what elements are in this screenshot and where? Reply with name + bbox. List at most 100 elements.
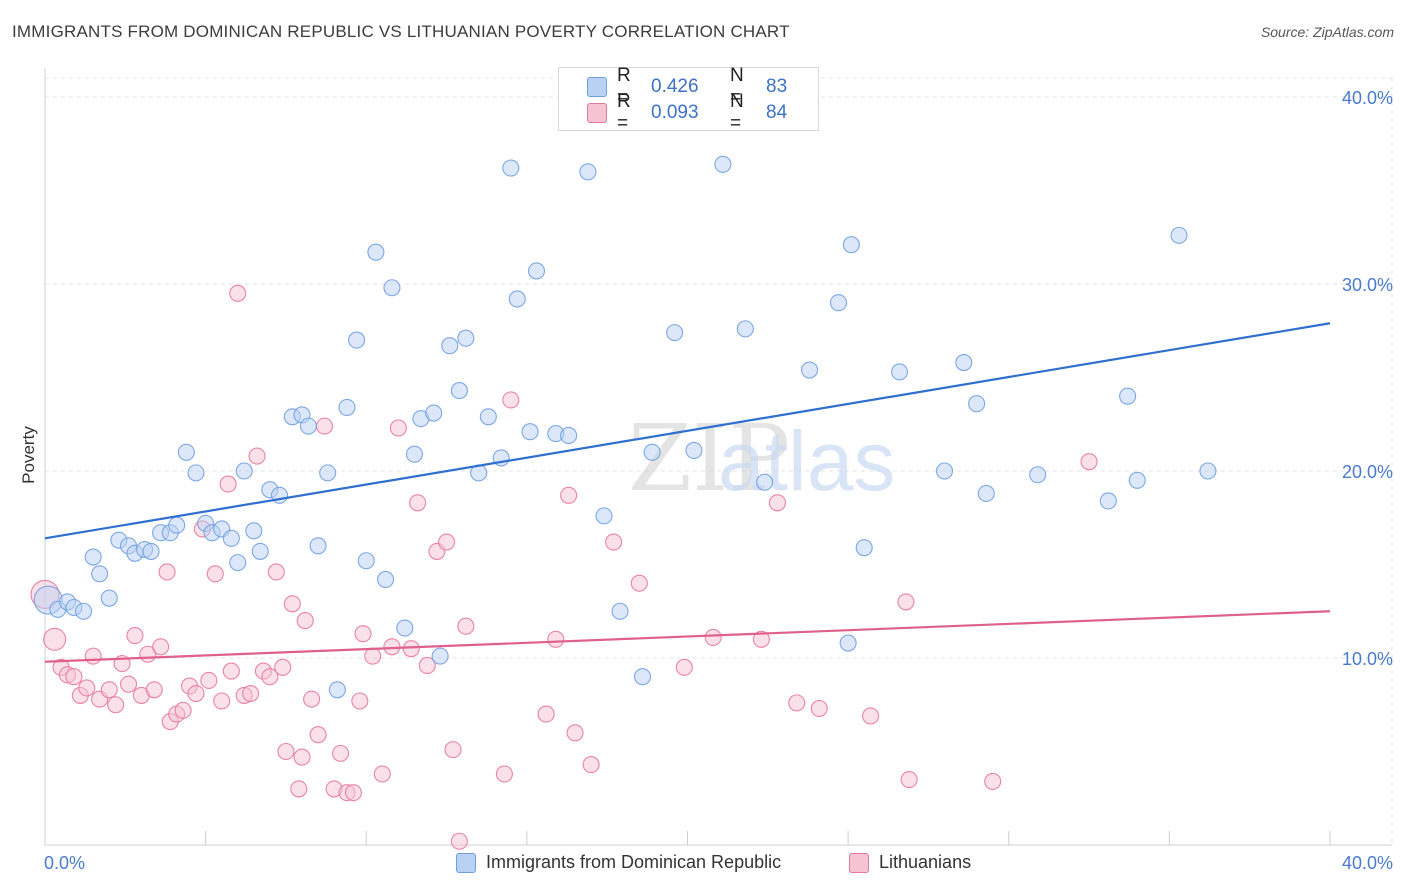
data-point xyxy=(968,395,986,413)
data-point xyxy=(78,679,96,697)
tick-labels: 10.0% 20.0% 30.0% 40.0% 0.0% 40.0% xyxy=(44,88,1393,873)
data-point xyxy=(354,625,372,643)
data-point xyxy=(595,507,613,525)
data-point xyxy=(248,447,266,465)
data-point xyxy=(283,595,301,613)
data-point xyxy=(839,634,857,652)
data-point xyxy=(174,701,192,719)
data-point xyxy=(309,726,327,744)
correlation-legend: R = 0.426 N = 83 R = 0.093 N = 84 xyxy=(558,65,819,134)
data-point xyxy=(582,756,600,774)
data-point xyxy=(666,324,684,342)
data-point xyxy=(293,748,311,766)
data-point xyxy=(897,593,915,611)
data-point xyxy=(1128,471,1146,489)
data-point xyxy=(611,602,629,620)
data-point xyxy=(200,671,218,689)
data-point xyxy=(145,681,163,699)
data-point xyxy=(1080,453,1098,471)
data-point xyxy=(344,784,362,802)
data-point xyxy=(579,163,597,181)
data-point xyxy=(438,533,456,551)
data-point xyxy=(267,563,285,581)
legend-swatch-blue xyxy=(456,852,476,873)
data-point xyxy=(714,155,732,173)
data-point xyxy=(383,279,401,297)
data-point xyxy=(91,565,109,583)
y-axis-label: Poverty xyxy=(19,426,38,484)
data-point xyxy=(338,398,356,416)
trend-line-lithuanians xyxy=(44,610,1331,663)
data-point xyxy=(502,159,520,177)
data-point xyxy=(425,404,443,422)
data-point xyxy=(357,552,375,570)
legend-item-lithuanians: Lithuanians xyxy=(849,852,971,873)
data-point xyxy=(261,668,279,686)
legend-swatch-pink xyxy=(587,103,607,123)
data-point xyxy=(704,628,722,646)
data-point xyxy=(862,707,880,725)
dominican-points xyxy=(33,155,1217,699)
data-point xyxy=(527,262,546,280)
legend-item-dominican: Immigrants from Dominican Republic xyxy=(456,852,781,873)
data-point xyxy=(409,494,427,512)
data-point xyxy=(829,294,848,312)
data-point xyxy=(752,630,770,648)
data-point xyxy=(229,554,247,572)
y-tick-label: 40.0% xyxy=(1342,88,1393,108)
x-tick-label: 0.0% xyxy=(44,853,85,873)
data-point xyxy=(177,443,195,461)
data-point xyxy=(502,391,520,409)
data-point xyxy=(242,684,260,703)
data-point xyxy=(187,464,205,482)
data-point xyxy=(65,668,83,686)
data-point xyxy=(245,522,263,540)
data-point xyxy=(396,619,414,637)
data-point xyxy=(309,537,327,555)
data-point xyxy=(373,765,391,783)
data-point xyxy=(890,363,909,381)
data-point xyxy=(331,744,350,762)
trend-lines xyxy=(44,322,1331,663)
legend-label-dominican: Immigrants from Dominican Republic xyxy=(486,852,782,872)
data-point xyxy=(206,565,224,583)
data-point xyxy=(521,423,539,441)
data-point xyxy=(955,353,973,372)
data-point xyxy=(222,529,240,547)
legend-swatch-blue xyxy=(587,77,607,97)
data-point xyxy=(566,724,584,742)
trend-line-dominican xyxy=(44,322,1331,540)
legend-r-value: 0.093 xyxy=(651,102,699,123)
data-point xyxy=(479,408,497,426)
data-point xyxy=(756,473,774,491)
legend-n-label: N = xyxy=(730,91,744,134)
data-point xyxy=(367,243,385,261)
data-point xyxy=(977,484,995,502)
legend-label-lithuanians: Lithuanians xyxy=(879,852,972,872)
data-point xyxy=(383,638,401,656)
data-point xyxy=(251,542,269,560)
data-point xyxy=(431,647,449,665)
data-point xyxy=(213,692,231,710)
data-point xyxy=(450,832,468,850)
data-point xyxy=(290,780,308,798)
data-point xyxy=(768,494,787,512)
data-point xyxy=(508,290,526,308)
data-point xyxy=(1099,492,1117,510)
data-point xyxy=(351,692,369,710)
data-point xyxy=(389,419,407,437)
data-point xyxy=(457,617,475,635)
data-point xyxy=(810,699,828,718)
data-point xyxy=(1029,466,1047,484)
data-point xyxy=(560,426,578,445)
data-point xyxy=(119,675,138,693)
data-point xyxy=(605,533,623,551)
data-point xyxy=(152,638,170,656)
data-point xyxy=(107,696,125,714)
data-point xyxy=(450,382,468,400)
data-point xyxy=(299,417,317,435)
chart-title: IMMIGRANTS FROM DOMINICAN REPUBLIC VS LI… xyxy=(12,22,790,41)
y-tick-label: 20.0% xyxy=(1342,462,1393,482)
y-tick-label: 10.0% xyxy=(1342,649,1393,669)
data-point xyxy=(100,589,118,607)
